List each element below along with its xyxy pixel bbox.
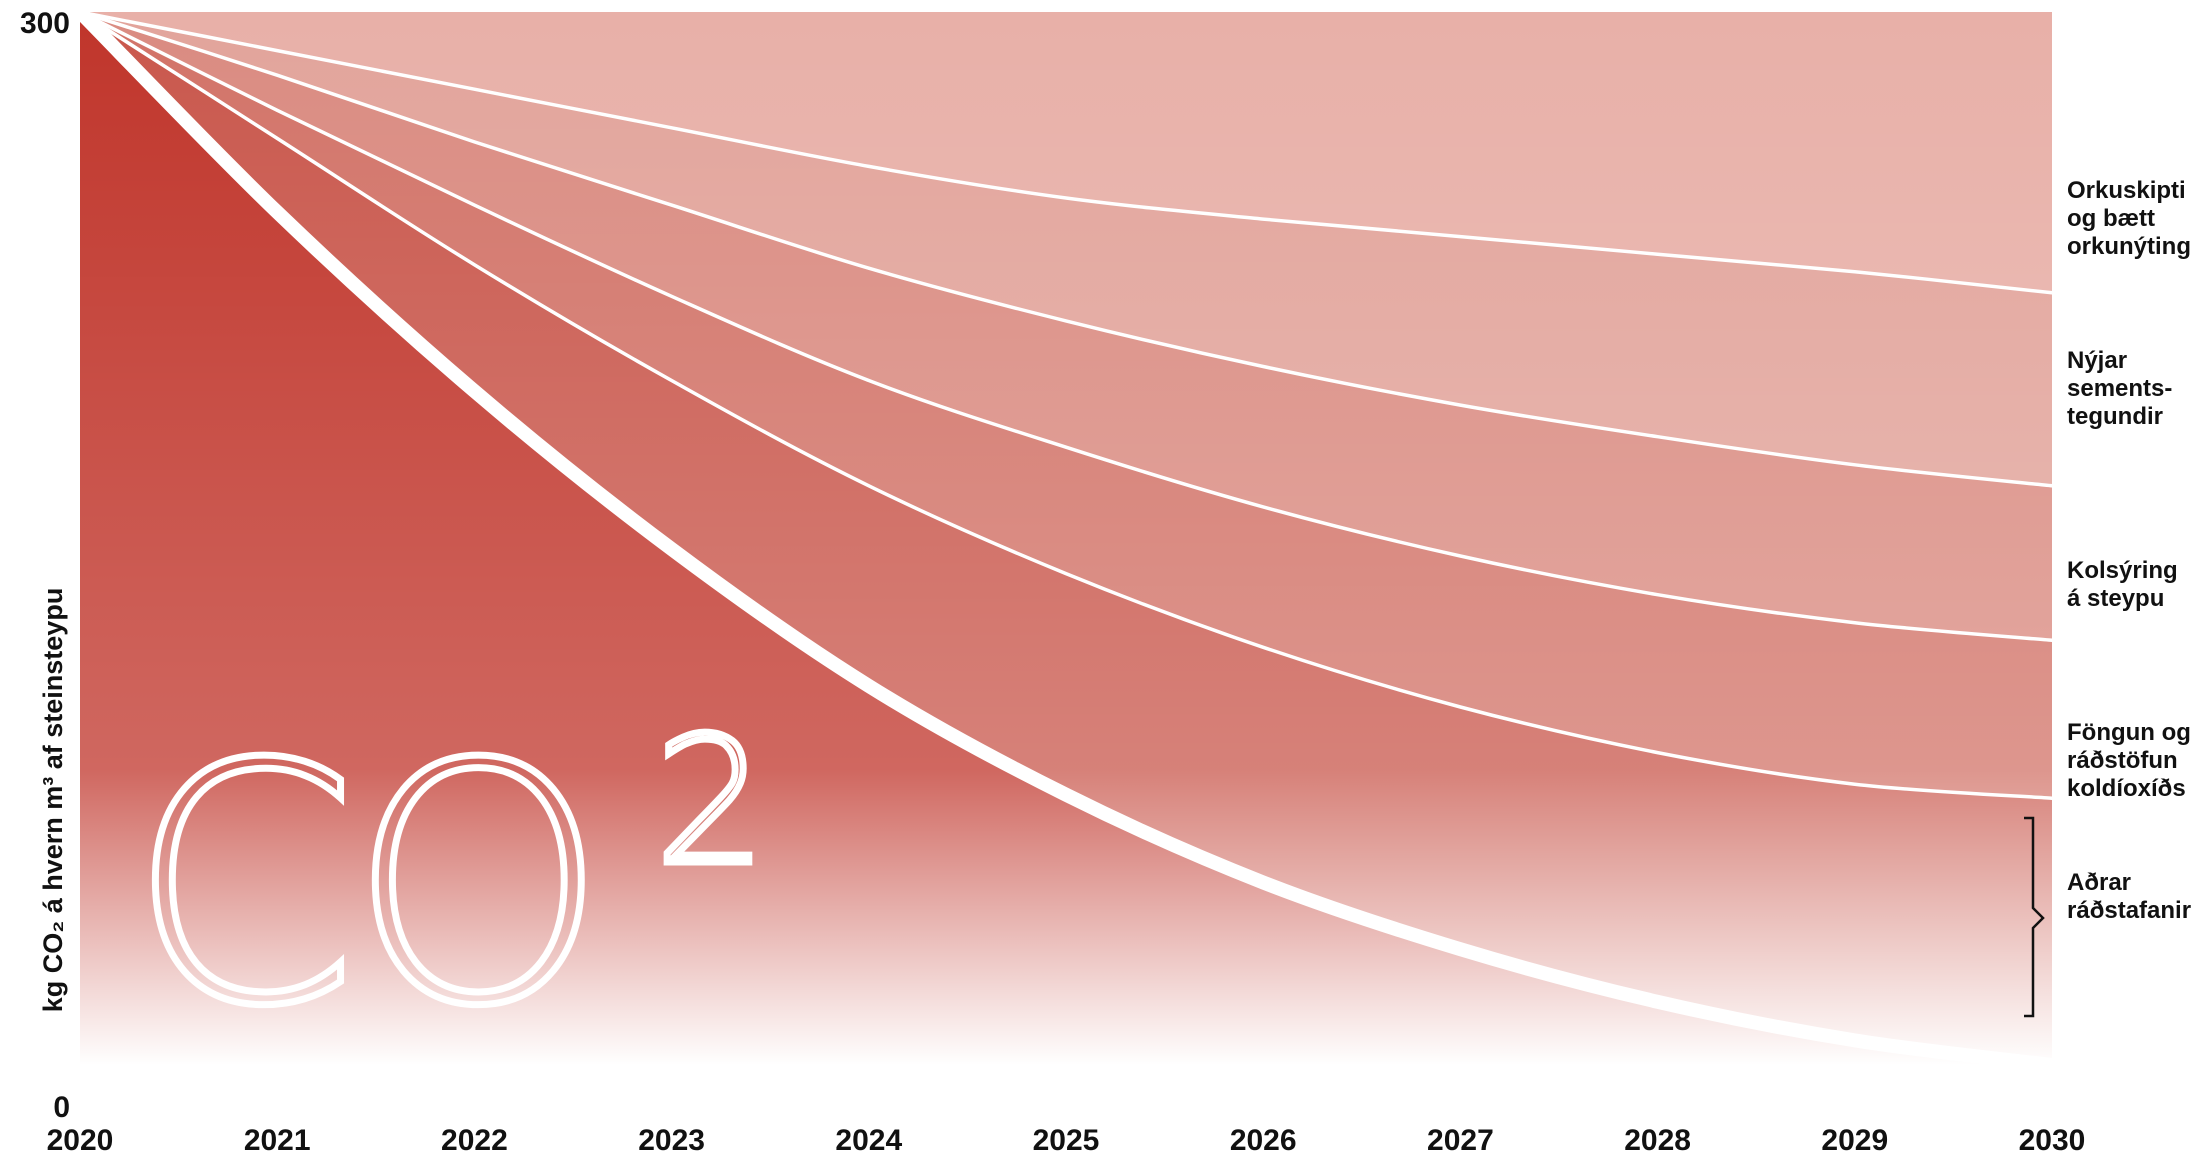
co2-decoration-text: CO [128, 694, 598, 1078]
series-line [78, 10, 2054, 800]
legend-bracket [2024, 816, 2045, 1018]
x-tick-label: 2028 [1624, 1124, 1691, 1155]
y-tick-label-bottom: 0 [53, 1091, 70, 1124]
series-line [78, 10, 2054, 643]
legend-label: ráðstöfun [2067, 747, 2178, 774]
x-tick-label: 2020 [47, 1124, 114, 1155]
co2-decoration: CO 2 [125, 691, 770, 1082]
bottom-fade [80, 12, 2052, 1065]
y-axis-label: kg CO₂ á hvern m³ af steinsteypu [38, 588, 68, 1013]
legend-label: tegundir [2067, 403, 2163, 430]
legend-label: Nýjar [2067, 347, 2127, 374]
x-tick-label: 2025 [1033, 1124, 1100, 1155]
x-tick-label: 2022 [441, 1124, 508, 1155]
legend-label: sements- [2067, 375, 2172, 402]
x-tick-label: 2029 [1821, 1124, 1888, 1155]
co2-decoration-superscript: 2 [655, 701, 766, 904]
legend-label: á steypu [2067, 585, 2164, 612]
x-tick-label: 2026 [1230, 1124, 1297, 1155]
legend-label: Kolsýring [2067, 557, 2178, 584]
x-tick-label: 2023 [638, 1124, 705, 1155]
legend-label: Orkuskipti [2067, 177, 2186, 204]
legend-label: og bætt [2067, 205, 2155, 232]
x-tick-label: 2027 [1427, 1124, 1494, 1155]
series-line [73, 5, 2059, 1072]
x-tick-label: 2021 [244, 1124, 311, 1155]
y-tick-label-top: 300 [20, 7, 70, 40]
series-line [78, 10, 2054, 488]
boundary-lines [73, 5, 2059, 1072]
x-tick-label: 2024 [835, 1124, 902, 1155]
legend-label: Aðrar [2067, 869, 2131, 896]
legend-label: ráðstafanir [2067, 897, 2191, 924]
legend-label: orkunýting [2067, 233, 2191, 260]
x-tick-label: 2030 [2019, 1124, 2086, 1155]
legend-label: Föngun og [2067, 719, 2191, 746]
series-line [78, 10, 2054, 295]
legend-label: koldíoxíðs [2067, 775, 2186, 802]
x-axis-ticks: 2020 2021 2022 2023 2024 2025 2026 2027 2028 2029… [47, 1124, 2086, 1155]
